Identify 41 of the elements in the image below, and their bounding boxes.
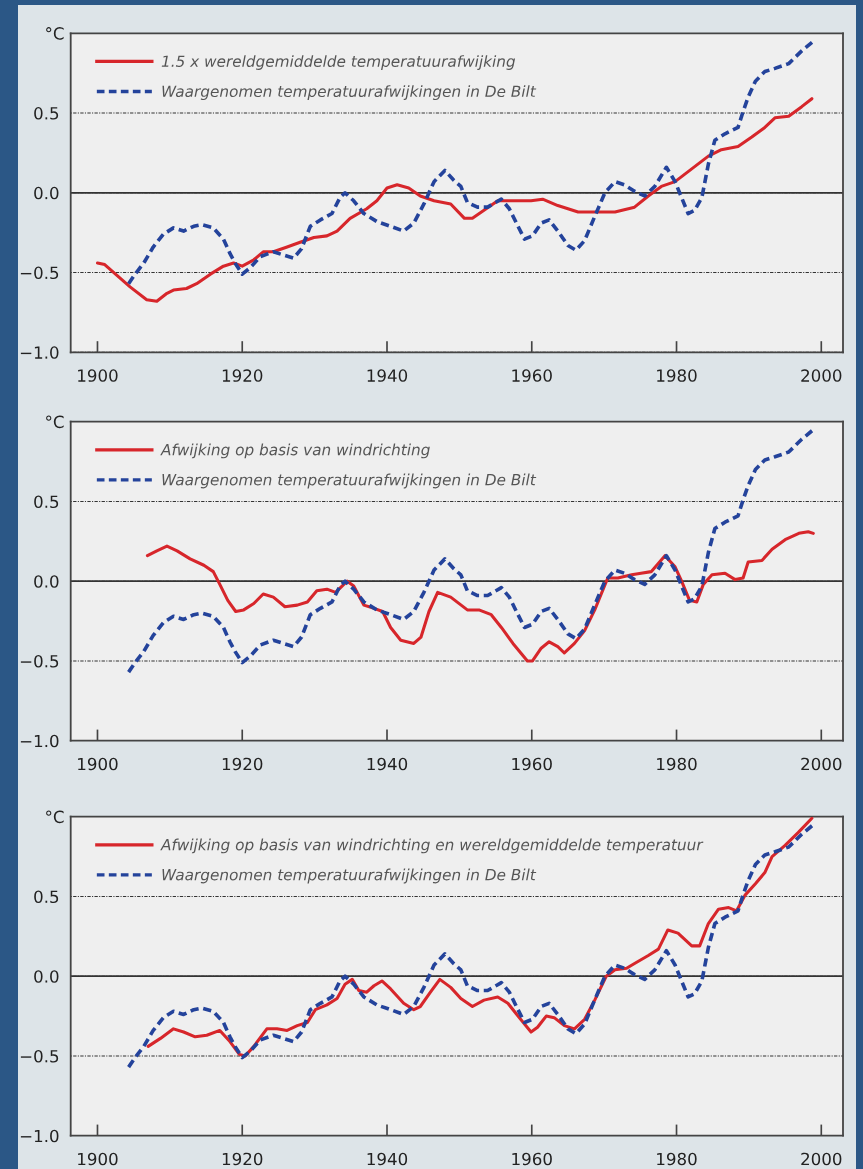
x-tick-label: 1960 bbox=[512, 1152, 552, 1166]
legend-label: Waargenomen temperatuurafwijkingen in De Bilt bbox=[162, 85, 537, 101]
x-tick-label: 1940 bbox=[367, 757, 408, 771]
y-tick-label: −1.0 bbox=[20, 734, 59, 748]
y-tick-label: 0.0 bbox=[34, 575, 59, 588]
x-tick-label: 1900 bbox=[78, 369, 118, 382]
x-tick-label: 1940 bbox=[367, 1152, 408, 1166]
y-tick-label: 0.0 bbox=[34, 186, 59, 200]
x-tick-label: 1920 bbox=[222, 1152, 263, 1166]
x-tick-label: 1980 bbox=[657, 369, 697, 382]
legend-label: Waargenomen temperatuurafwijkingen in De Bilt bbox=[162, 868, 537, 884]
x-tick-label: 2000 bbox=[801, 369, 842, 382]
legend-label: Afwijking op basis van windrichting en wereldgemiddelde temperatuur bbox=[160, 838, 704, 854]
y-tick-label: 0.5 bbox=[34, 495, 59, 509]
x-tick-label: 1900 bbox=[78, 757, 118, 771]
x-tick-label: 2000 bbox=[801, 1152, 842, 1166]
y-axis-title: °C bbox=[46, 27, 64, 40]
line-series bbox=[126, 39, 816, 286]
x-tick-label: 1980 bbox=[657, 1152, 697, 1166]
y-tick-label: −1.0 bbox=[20, 346, 59, 359]
x-tick-label: 1900 bbox=[78, 1152, 118, 1166]
legend-label: 1.5 x wereldgemiddelde temperatuurafwijking bbox=[161, 55, 516, 70]
x-tick-label: 1960 bbox=[512, 369, 552, 382]
x-tick-label: 1960 bbox=[512, 757, 552, 771]
y-tick-label: 0.0 bbox=[34, 970, 59, 983]
x-tick-label: 2000 bbox=[801, 757, 842, 771]
y-tick-label: −1.0 bbox=[20, 1129, 59, 1143]
line-series bbox=[126, 427, 816, 674]
y-axis-title: °C bbox=[46, 810, 64, 824]
y-tick-label: −0.5 bbox=[20, 654, 59, 668]
y-tick-label: 0.5 bbox=[34, 107, 59, 120]
x-tick-label: 1940 bbox=[367, 369, 408, 382]
y-axis-title: °C bbox=[46, 415, 64, 429]
x-tick-label: 1920 bbox=[222, 757, 263, 771]
y-tick-label: 0.5 bbox=[34, 890, 59, 904]
x-tick-label: 1920 bbox=[222, 369, 263, 382]
y-tick-label: −0.5 bbox=[20, 266, 59, 280]
legend-label: Afwijking op basis van windrichting bbox=[160, 443, 430, 459]
x-tick-label: 1980 bbox=[657, 757, 697, 771]
y-tick-label: −0.5 bbox=[20, 1049, 59, 1063]
legend-label: Waargenomen temperatuurafwijkingen in De Bilt bbox=[162, 473, 537, 489]
